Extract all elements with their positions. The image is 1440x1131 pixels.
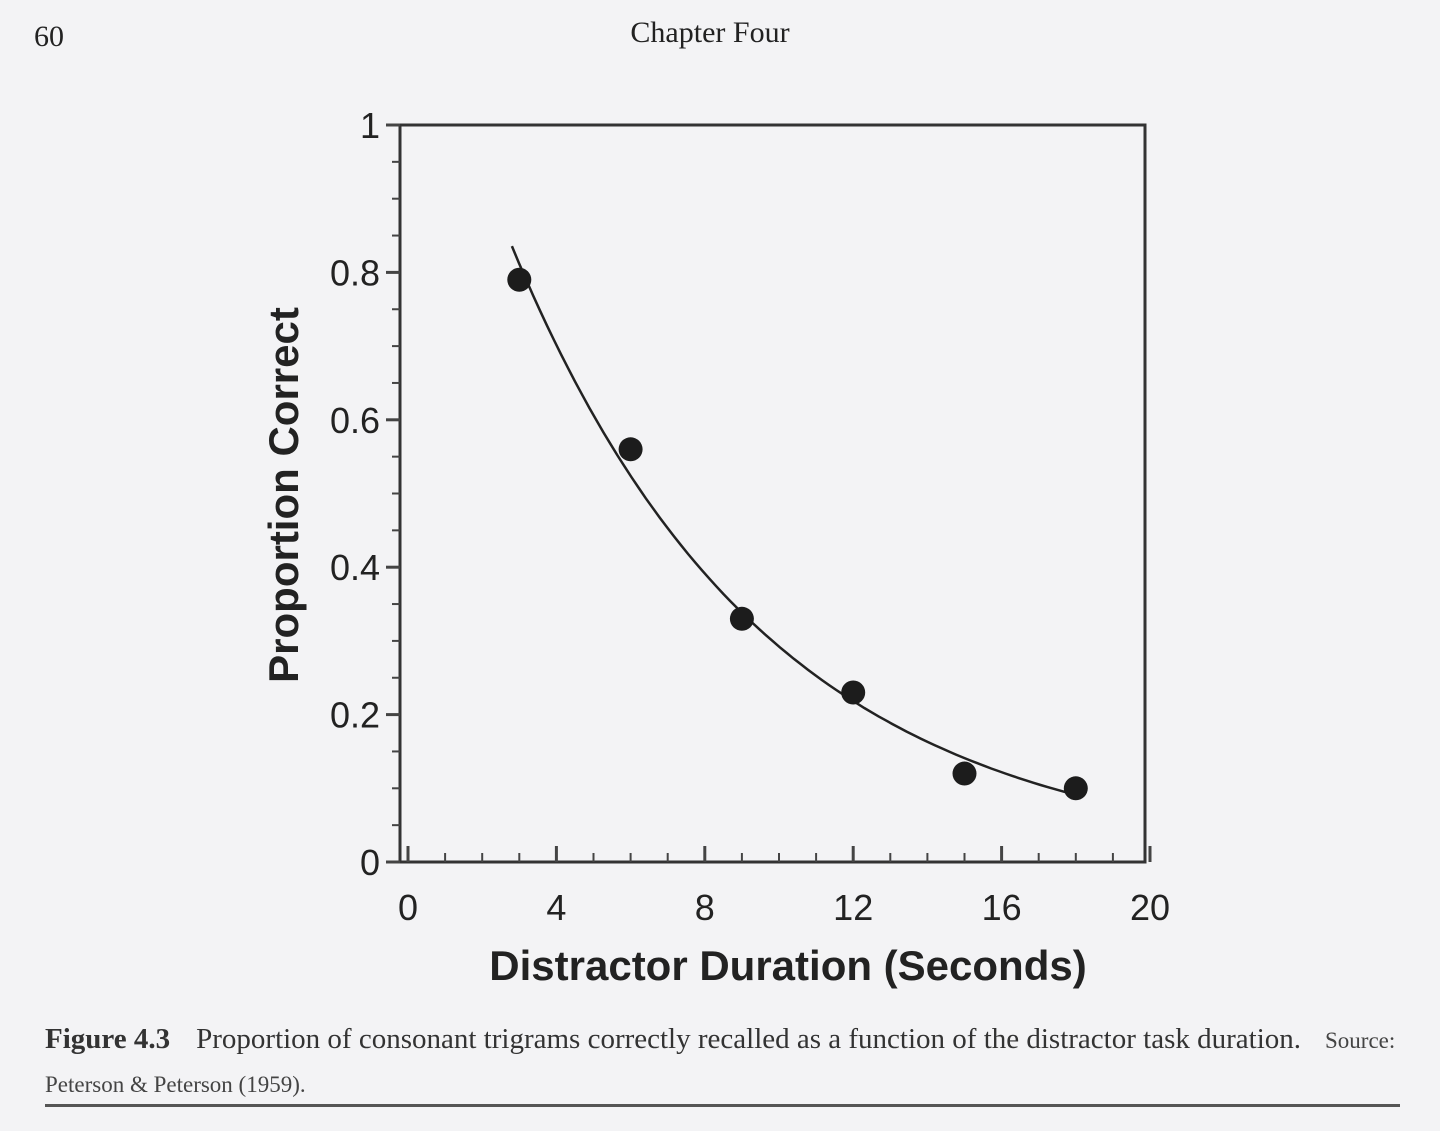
x-tick-label: 16 [982, 887, 1022, 928]
y-tick-label: 1 [360, 105, 380, 146]
y-tick-label: 0.8 [330, 252, 380, 293]
data-point [618, 437, 643, 462]
caption-rule [45, 1104, 1400, 1107]
caption-text: Proportion of consonant trigrams correct… [196, 1023, 1301, 1055]
figure-caption: Figure 4.3 Proportion of consonant trigra… [45, 1018, 1405, 1106]
data-point [729, 606, 754, 631]
x-tick-label: 4 [546, 887, 566, 928]
fit-curve [510, 245, 1077, 797]
data-point [507, 267, 532, 292]
y-tick-label: 0 [360, 842, 380, 883]
y-tick-label: 0.2 [330, 695, 380, 736]
x-tick-label: 0 [398, 887, 418, 928]
x-tick-label: 20 [1130, 887, 1170, 928]
y-tick-label: 0.4 [330, 547, 380, 588]
plot-frame [398, 123, 1147, 864]
y-tick-label: 0.6 [330, 400, 380, 441]
figure-label: Figure 4.3 [45, 1023, 171, 1055]
x-tick-label: 8 [695, 887, 715, 928]
data-point [841, 680, 866, 705]
caption-source: Source: Peterson & Peterson (1959). [45, 1028, 1396, 1097]
data-point [1063, 776, 1088, 801]
x-axis-title: Distractor Duration (Seconds) [489, 942, 1086, 989]
y-axis-title: Proportion Correct [260, 307, 307, 683]
page-number: 60 [34, 20, 64, 53]
x-tick-label: 12 [833, 887, 873, 928]
data-point [952, 761, 977, 786]
running-head: Chapter Four [630, 16, 790, 49]
